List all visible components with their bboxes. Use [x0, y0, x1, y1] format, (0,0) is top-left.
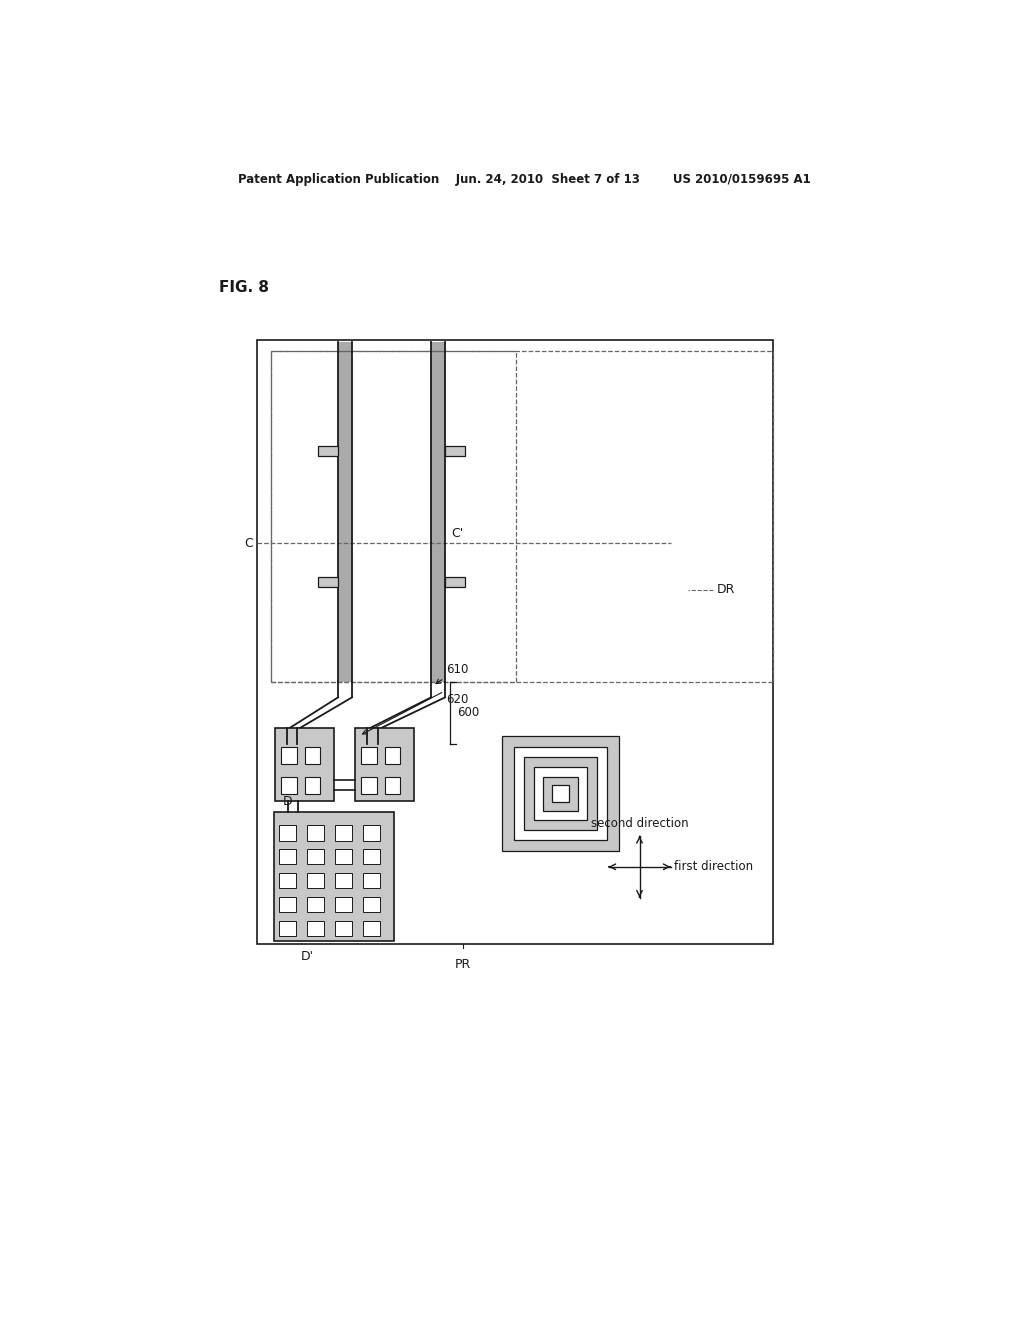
Text: Patent Application Publication    Jun. 24, 2010  Sheet 7 of 13        US 2010/01: Patent Application Publication Jun. 24, … [239, 173, 811, 186]
Bar [280, 921, 296, 936]
Bar [317, 577, 338, 587]
Bar [552, 785, 569, 803]
Bar [273, 812, 394, 941]
Bar [385, 776, 400, 793]
Bar [355, 729, 414, 801]
Bar [524, 758, 597, 830]
Bar [335, 849, 352, 865]
Bar [362, 873, 380, 888]
Text: C: C [244, 537, 253, 550]
Text: D': D' [301, 950, 314, 964]
Bar [257, 341, 773, 944]
Text: D: D [283, 795, 293, 808]
Text: PR: PR [455, 958, 471, 970]
Text: FIG. 8: FIG. 8 [219, 280, 269, 296]
Bar [307, 921, 324, 936]
Bar [362, 921, 380, 936]
Text: 600: 600 [458, 706, 479, 719]
Bar [503, 737, 618, 851]
Bar [514, 747, 607, 840]
Bar [271, 351, 773, 682]
Bar [282, 747, 297, 764]
Text: 620: 620 [445, 693, 468, 706]
Bar [280, 849, 296, 865]
Text: C': C' [452, 527, 464, 540]
Bar [335, 921, 352, 936]
Bar [335, 896, 352, 912]
Bar [307, 849, 324, 865]
Bar [271, 351, 515, 682]
Bar [431, 342, 445, 682]
Bar [361, 776, 377, 793]
Bar [544, 776, 578, 810]
Bar [335, 873, 352, 888]
Bar [385, 747, 400, 764]
Bar [307, 873, 324, 888]
Text: second direction: second direction [591, 817, 688, 830]
Bar [282, 776, 297, 793]
Bar [445, 446, 465, 457]
Bar [305, 776, 321, 793]
Bar [275, 729, 334, 801]
Bar [362, 849, 380, 865]
Text: first direction: first direction [674, 861, 753, 874]
Bar [362, 896, 380, 912]
Bar [535, 767, 587, 820]
Bar [307, 896, 324, 912]
Bar [445, 577, 465, 587]
Text: 610: 610 [445, 663, 468, 676]
Bar [338, 342, 352, 682]
Bar [317, 446, 338, 457]
Bar [280, 825, 296, 841]
Bar [307, 825, 324, 841]
Bar [362, 825, 380, 841]
Bar [280, 873, 296, 888]
Bar [335, 825, 352, 841]
Bar [361, 747, 377, 764]
Bar [280, 896, 296, 912]
Text: DR: DR [717, 583, 735, 597]
Bar [305, 747, 321, 764]
